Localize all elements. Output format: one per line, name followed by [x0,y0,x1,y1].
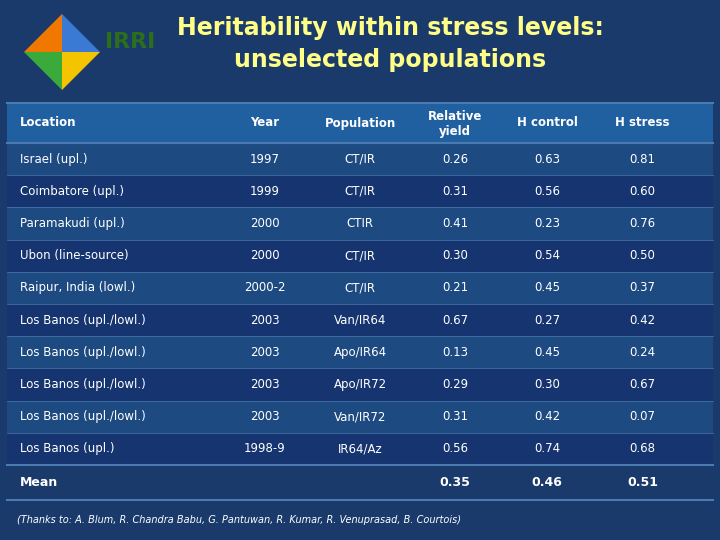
Text: 2000: 2000 [250,217,279,230]
Text: 0.35: 0.35 [440,476,471,489]
Text: 0.67: 0.67 [629,378,655,391]
Text: 0.26: 0.26 [442,153,469,166]
Text: 2000: 2000 [250,249,279,262]
Text: Israel (upl.): Israel (upl.) [20,153,88,166]
Text: 0.37: 0.37 [629,281,655,294]
Text: 0.63: 0.63 [534,153,560,166]
Text: H control: H control [517,117,577,130]
Text: 0.41: 0.41 [442,217,469,230]
Text: 0.45: 0.45 [534,346,560,359]
Text: 0.42: 0.42 [629,314,655,327]
Text: Coimbatore (upl.): Coimbatore (upl.) [20,185,124,198]
Text: Mean: Mean [20,476,58,489]
Text: 0.51: 0.51 [627,476,658,489]
Text: 0.23: 0.23 [534,217,560,230]
Text: 0.60: 0.60 [629,185,655,198]
Text: Apo/IR72: Apo/IR72 [333,378,387,391]
Bar [7,240,713,272]
Text: H stress: H stress [615,117,670,130]
Text: yield: yield [439,125,472,138]
Text: 0.13: 0.13 [442,346,468,359]
Text: Ubon (line-source): Ubon (line-source) [20,249,129,262]
Polygon shape [24,52,62,90]
Text: 2003: 2003 [250,314,279,327]
Text: Los Banos (upl.): Los Banos (upl.) [20,442,114,455]
Text: 2003: 2003 [250,346,279,359]
Bar [7,304,713,336]
Text: CT/IR: CT/IR [344,185,376,198]
Text: 1998-9: 1998-9 [244,442,286,455]
Text: CT/IR: CT/IR [344,153,376,166]
Text: CT/IR: CT/IR [344,249,376,262]
Text: 0.74: 0.74 [534,442,560,455]
Bar [7,401,713,433]
Text: 0.67: 0.67 [442,314,469,327]
Text: 0.29: 0.29 [442,378,469,391]
Text: 0.31: 0.31 [442,410,468,423]
Bar [7,207,713,240]
Polygon shape [62,52,100,90]
Text: unselected populations: unselected populations [234,48,546,72]
Text: 0.68: 0.68 [629,442,655,455]
Text: CTIR: CTIR [346,217,374,230]
Text: Raipur, India (lowl.): Raipur, India (lowl.) [20,281,135,294]
Polygon shape [24,14,62,52]
Text: Relative: Relative [428,111,482,124]
Bar [7,368,713,401]
Text: 0.81: 0.81 [629,153,655,166]
Text: 0.50: 0.50 [629,249,655,262]
Text: 0.54: 0.54 [534,249,560,262]
Text: 0.56: 0.56 [442,442,468,455]
Bar [7,433,713,465]
Text: 0.30: 0.30 [534,378,560,391]
Text: Los Banos (upl./lowl.): Los Banos (upl./lowl.) [20,314,146,327]
Text: Heritability within stress levels:: Heritability within stress levels: [176,16,603,40]
Text: 0.42: 0.42 [534,410,560,423]
Text: 2003: 2003 [250,410,279,423]
Text: 0.07: 0.07 [629,410,655,423]
Text: Year: Year [250,117,279,130]
Text: CT/IR: CT/IR [344,281,376,294]
Text: 0.76: 0.76 [629,217,655,230]
Bar [7,143,713,175]
Text: 0.30: 0.30 [442,249,468,262]
Text: 1997: 1997 [250,153,279,166]
Polygon shape [62,14,100,52]
Text: Paramakudi (upl.): Paramakudi (upl.) [20,217,125,230]
Text: 0.56: 0.56 [534,185,560,198]
Text: 0.46: 0.46 [531,476,562,489]
Bar [7,465,713,500]
Text: Van/IR72: Van/IR72 [334,410,386,423]
Bar [7,336,713,368]
Text: 0.21: 0.21 [442,281,469,294]
Bar [7,272,713,304]
Text: 0.27: 0.27 [534,314,560,327]
Text: Van/IR64: Van/IR64 [334,314,386,327]
Text: 0.45: 0.45 [534,281,560,294]
Text: IR64/Az: IR64/Az [338,442,382,455]
Text: 2003: 2003 [250,378,279,391]
Bar [7,103,713,143]
Text: 2000-2: 2000-2 [244,281,285,294]
Bar [7,175,713,207]
Text: Location: Location [20,117,76,130]
Text: 1999: 1999 [250,185,279,198]
Text: Population: Population [325,117,395,130]
Text: Los Banos (upl./lowl.): Los Banos (upl./lowl.) [20,378,146,391]
Text: 0.24: 0.24 [629,346,655,359]
Text: Los Banos (upl./lowl.): Los Banos (upl./lowl.) [20,410,146,423]
Text: Apo/IR64: Apo/IR64 [333,346,387,359]
Text: 0.31: 0.31 [442,185,468,198]
Text: IRRI: IRRI [105,32,156,52]
Text: (Thanks to: A. Blum, R. Chandra Babu, G. Pantuwan, R. Kumar, R. Venuprasad, B. C: (Thanks to: A. Blum, R. Chandra Babu, G.… [17,515,461,525]
Text: Los Banos (upl./lowl.): Los Banos (upl./lowl.) [20,346,146,359]
